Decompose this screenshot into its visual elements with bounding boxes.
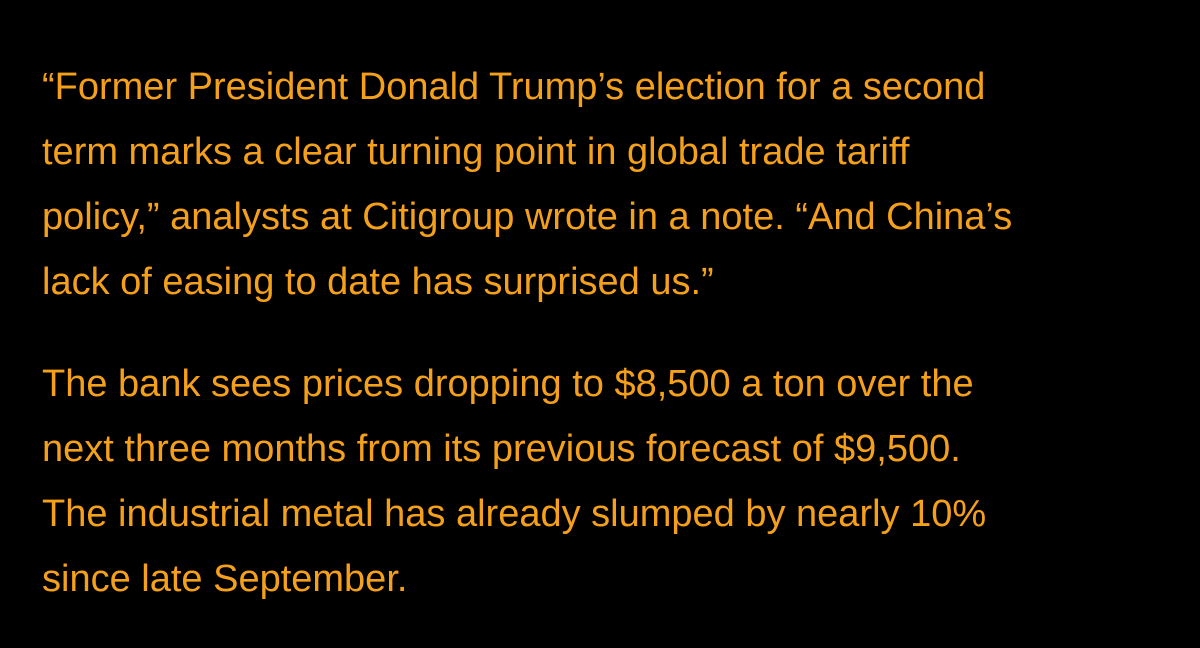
text-line: term marks a clear turning point in glob… <box>42 131 910 173</box>
paragraph: The bank sees prices dropping to $8,500 … <box>42 352 986 612</box>
text-line: The industrial metal has already slumped… <box>42 493 987 535</box>
text-line: lack of easing to date has surprised us.… <box>42 261 714 303</box>
text-line: The bank sees prices dropping to $8,500 … <box>42 363 974 405</box>
paragraph: “Former President Donald Trump’s electio… <box>42 55 1012 315</box>
text-line: next three months from its previous fore… <box>42 428 961 470</box>
text-line: since late September. <box>42 558 408 600</box>
text-line: policy,” analysts at Citigroup wrote in … <box>42 196 1013 238</box>
text-line: “Former President Donald Trump’s electio… <box>42 66 986 108</box>
